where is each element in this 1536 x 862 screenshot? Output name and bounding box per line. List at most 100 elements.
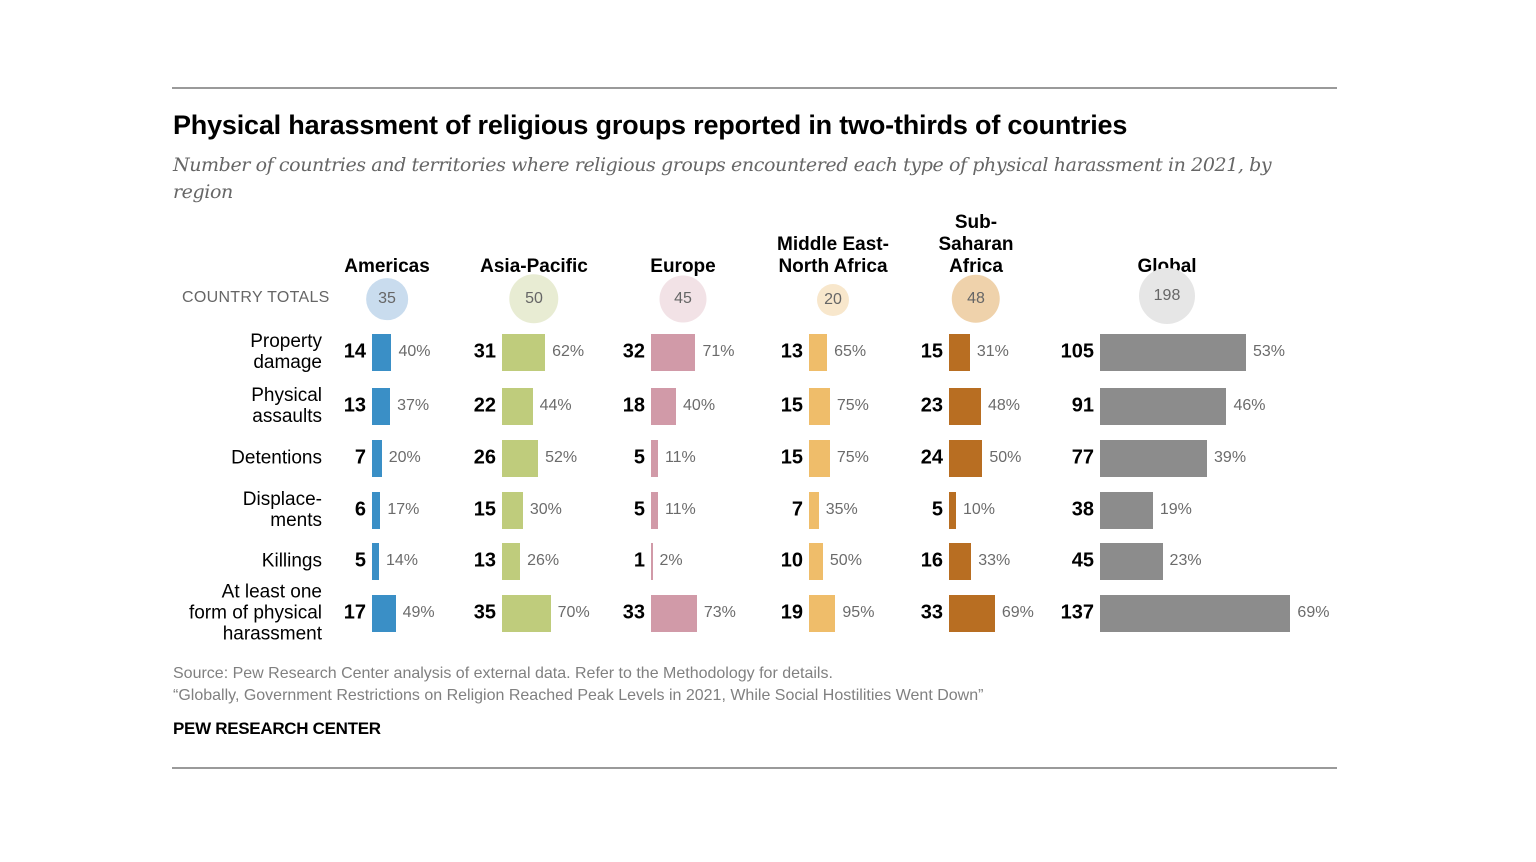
bar-middle-east-north-africa-at-least-one-form-of-physical-harassment [809, 594, 836, 632]
total-circle-global [1139, 268, 1195, 324]
count-label-sub-saharan-africa-displace-ments: 5 [931, 498, 943, 521]
bar-sub-saharan-africa-property-damage [949, 333, 970, 371]
count-label-americas-property-damage: 14 [343, 340, 366, 363]
count-label-asia-pacific-detentions: 26 [473, 446, 496, 469]
bar-asia-pacific-physical-assaults [502, 387, 533, 425]
percent-label-middle-east-north-africa-at-least-one-form-of-physical-harassment: 95% [842, 604, 875, 621]
bar-sub-saharan-africa-detentions [949, 439, 983, 477]
bar-global-physical-assaults [1100, 387, 1227, 425]
count-label-sub-saharan-africa-at-least-one-form-of-physical-harassment: 33 [920, 601, 943, 624]
count-label-europe-at-least-one-form-of-physical-harassment: 33 [622, 601, 645, 624]
percent-label-global-at-least-one-form-of-physical-harassment: 69% [1297, 604, 1330, 621]
bar-europe-property-damage [651, 333, 696, 371]
region-header-sub-saharan-africa: Sub- Saharan Africa [938, 212, 1014, 277]
count-label-americas-at-least-one-form-of-physical-harassment: 17 [343, 601, 366, 624]
percent-label-asia-pacific-property-damage: 62% [552, 343, 585, 360]
count-label-sub-saharan-africa-property-damage: 15 [920, 340, 943, 363]
percent-label-global-killings: 23% [1169, 552, 1202, 569]
total-circle-europe [659, 275, 707, 323]
count-label-global-detentions: 77 [1071, 446, 1094, 469]
source-text: Source: Pew Research Center analysis of … [173, 665, 833, 682]
count-label-americas-killings: 5 [354, 549, 366, 572]
count-label-sub-saharan-africa-physical-assaults: 23 [920, 394, 943, 417]
bar-middle-east-north-africa-killings [809, 542, 823, 580]
category-label-physical-assaults: Physical assaults [251, 385, 322, 427]
percent-label-middle-east-north-africa-displace-ments: 35% [825, 501, 858, 518]
percent-label-europe-displace-ments: 11% [664, 501, 696, 518]
count-label-europe-displace-ments: 5 [633, 498, 645, 521]
bar-americas-at-least-one-form-of-physical-harassment [372, 594, 396, 632]
count-label-middle-east-north-africa-detentions: 15 [780, 446, 803, 469]
count-label-middle-east-north-africa-killings: 10 [780, 549, 803, 572]
percent-label-global-physical-assaults: 46% [1233, 397, 1266, 414]
count-label-global-at-least-one-form-of-physical-harassment: 137 [1060, 601, 1094, 624]
count-label-europe-killings: 1 [633, 549, 645, 572]
total-circle-middle-east-north-africa [817, 284, 849, 316]
count-label-middle-east-north-africa-at-least-one-form-of-physical-harassment: 19 [780, 601, 803, 624]
percent-label-americas-property-damage: 40% [398, 343, 431, 360]
count-label-asia-pacific-killings: 13 [473, 549, 496, 572]
percent-label-middle-east-north-africa-property-damage: 65% [834, 343, 867, 360]
percent-label-global-displace-ments: 19% [1159, 501, 1192, 518]
bar-americas-displace-ments [372, 491, 381, 529]
count-label-europe-property-damage: 32 [622, 340, 645, 363]
count-label-asia-pacific-at-least-one-form-of-physical-harassment: 35 [473, 601, 496, 624]
count-label-middle-east-north-africa-physical-assaults: 15 [780, 394, 803, 417]
bar-global-detentions [1100, 439, 1208, 477]
percent-label-americas-physical-assaults: 37% [397, 397, 430, 414]
percent-label-europe-at-least-one-form-of-physical-harassment: 73% [703, 604, 736, 621]
bottom-rule [172, 767, 1337, 769]
bar-global-killings [1100, 542, 1163, 580]
percent-label-asia-pacific-physical-assaults: 44% [539, 397, 572, 414]
region-header-europe: Europe [650, 256, 716, 277]
count-label-americas-displace-ments: 6 [354, 498, 366, 521]
count-label-global-physical-assaults: 91 [1071, 394, 1094, 417]
bar-middle-east-north-africa-displace-ments [809, 491, 819, 529]
count-label-global-displace-ments: 38 [1071, 498, 1094, 521]
percent-label-asia-pacific-detentions: 52% [545, 449, 578, 466]
percent-label-europe-killings: 2% [659, 552, 683, 569]
bar-sub-saharan-africa-physical-assaults [949, 387, 981, 425]
percent-label-asia-pacific-displace-ments: 30% [529, 501, 562, 518]
percent-label-middle-east-north-africa-physical-assaults: 75% [836, 397, 869, 414]
percent-label-sub-saharan-africa-at-least-one-form-of-physical-harassment: 69% [1001, 604, 1034, 621]
category-label-at-least-one-form-of-physical-harassment: At least one form of physical harassment [188, 581, 322, 645]
count-label-middle-east-north-africa-property-damage: 13 [780, 340, 803, 363]
percent-label-global-property-damage: 53% [1252, 343, 1285, 360]
total-circle-asia-pacific [509, 274, 559, 324]
source-note: Source: Pew Research Center analysis of … [173, 663, 983, 707]
chart-title: Physical harassment of religious groups … [173, 110, 1128, 140]
total-value-americas: 35 [378, 290, 396, 307]
region-header-asia-pacific: Asia-Pacific [480, 256, 588, 277]
bar-middle-east-north-africa-physical-assaults [809, 387, 830, 425]
percent-label-sub-saharan-africa-killings: 33% [978, 552, 1011, 569]
category-label-detentions: Detentions [231, 447, 322, 469]
category-label-displace-ments: Displace- ments [242, 489, 322, 531]
pew-logo-text: PEW RESEARCH CENTER [173, 719, 381, 738]
percent-label-americas-displace-ments: 17% [387, 501, 420, 518]
count-label-global-property-damage: 105 [1060, 340, 1094, 363]
bar-asia-pacific-killings [502, 542, 521, 580]
category-label-killings: Killings [261, 550, 322, 572]
count-label-asia-pacific-displace-ments: 15 [473, 498, 496, 521]
percent-label-sub-saharan-africa-physical-assaults: 48% [987, 397, 1020, 414]
total-value-asia-pacific: 50 [525, 290, 543, 307]
total-value-sub-saharan-africa: 48 [967, 290, 985, 307]
percent-label-middle-east-north-africa-killings: 50% [829, 552, 862, 569]
count-label-asia-pacific-physical-assaults: 22 [473, 394, 496, 417]
bar-sub-saharan-africa-displace-ments [949, 491, 956, 529]
percent-label-asia-pacific-killings: 26% [527, 552, 560, 569]
bar-americas-killings [372, 542, 379, 580]
bar-sub-saharan-africa-killings [949, 542, 972, 580]
count-label-asia-pacific-property-damage: 31 [473, 340, 496, 363]
percent-label-americas-detentions: 20% [388, 449, 421, 466]
percent-label-europe-property-damage: 71% [702, 343, 735, 360]
bar-global-property-damage [1100, 333, 1246, 371]
bar-europe-physical-assaults [651, 387, 677, 425]
count-label-americas-detentions: 7 [354, 446, 366, 469]
region-header-middle-east-north-africa: Middle East- North Africa [777, 234, 889, 277]
percent-label-europe-detentions: 11% [664, 449, 696, 466]
percent-label-global-detentions: 39% [1214, 449, 1247, 466]
count-label-sub-saharan-africa-detentions: 24 [920, 446, 943, 469]
bar-americas-property-damage [372, 333, 392, 371]
